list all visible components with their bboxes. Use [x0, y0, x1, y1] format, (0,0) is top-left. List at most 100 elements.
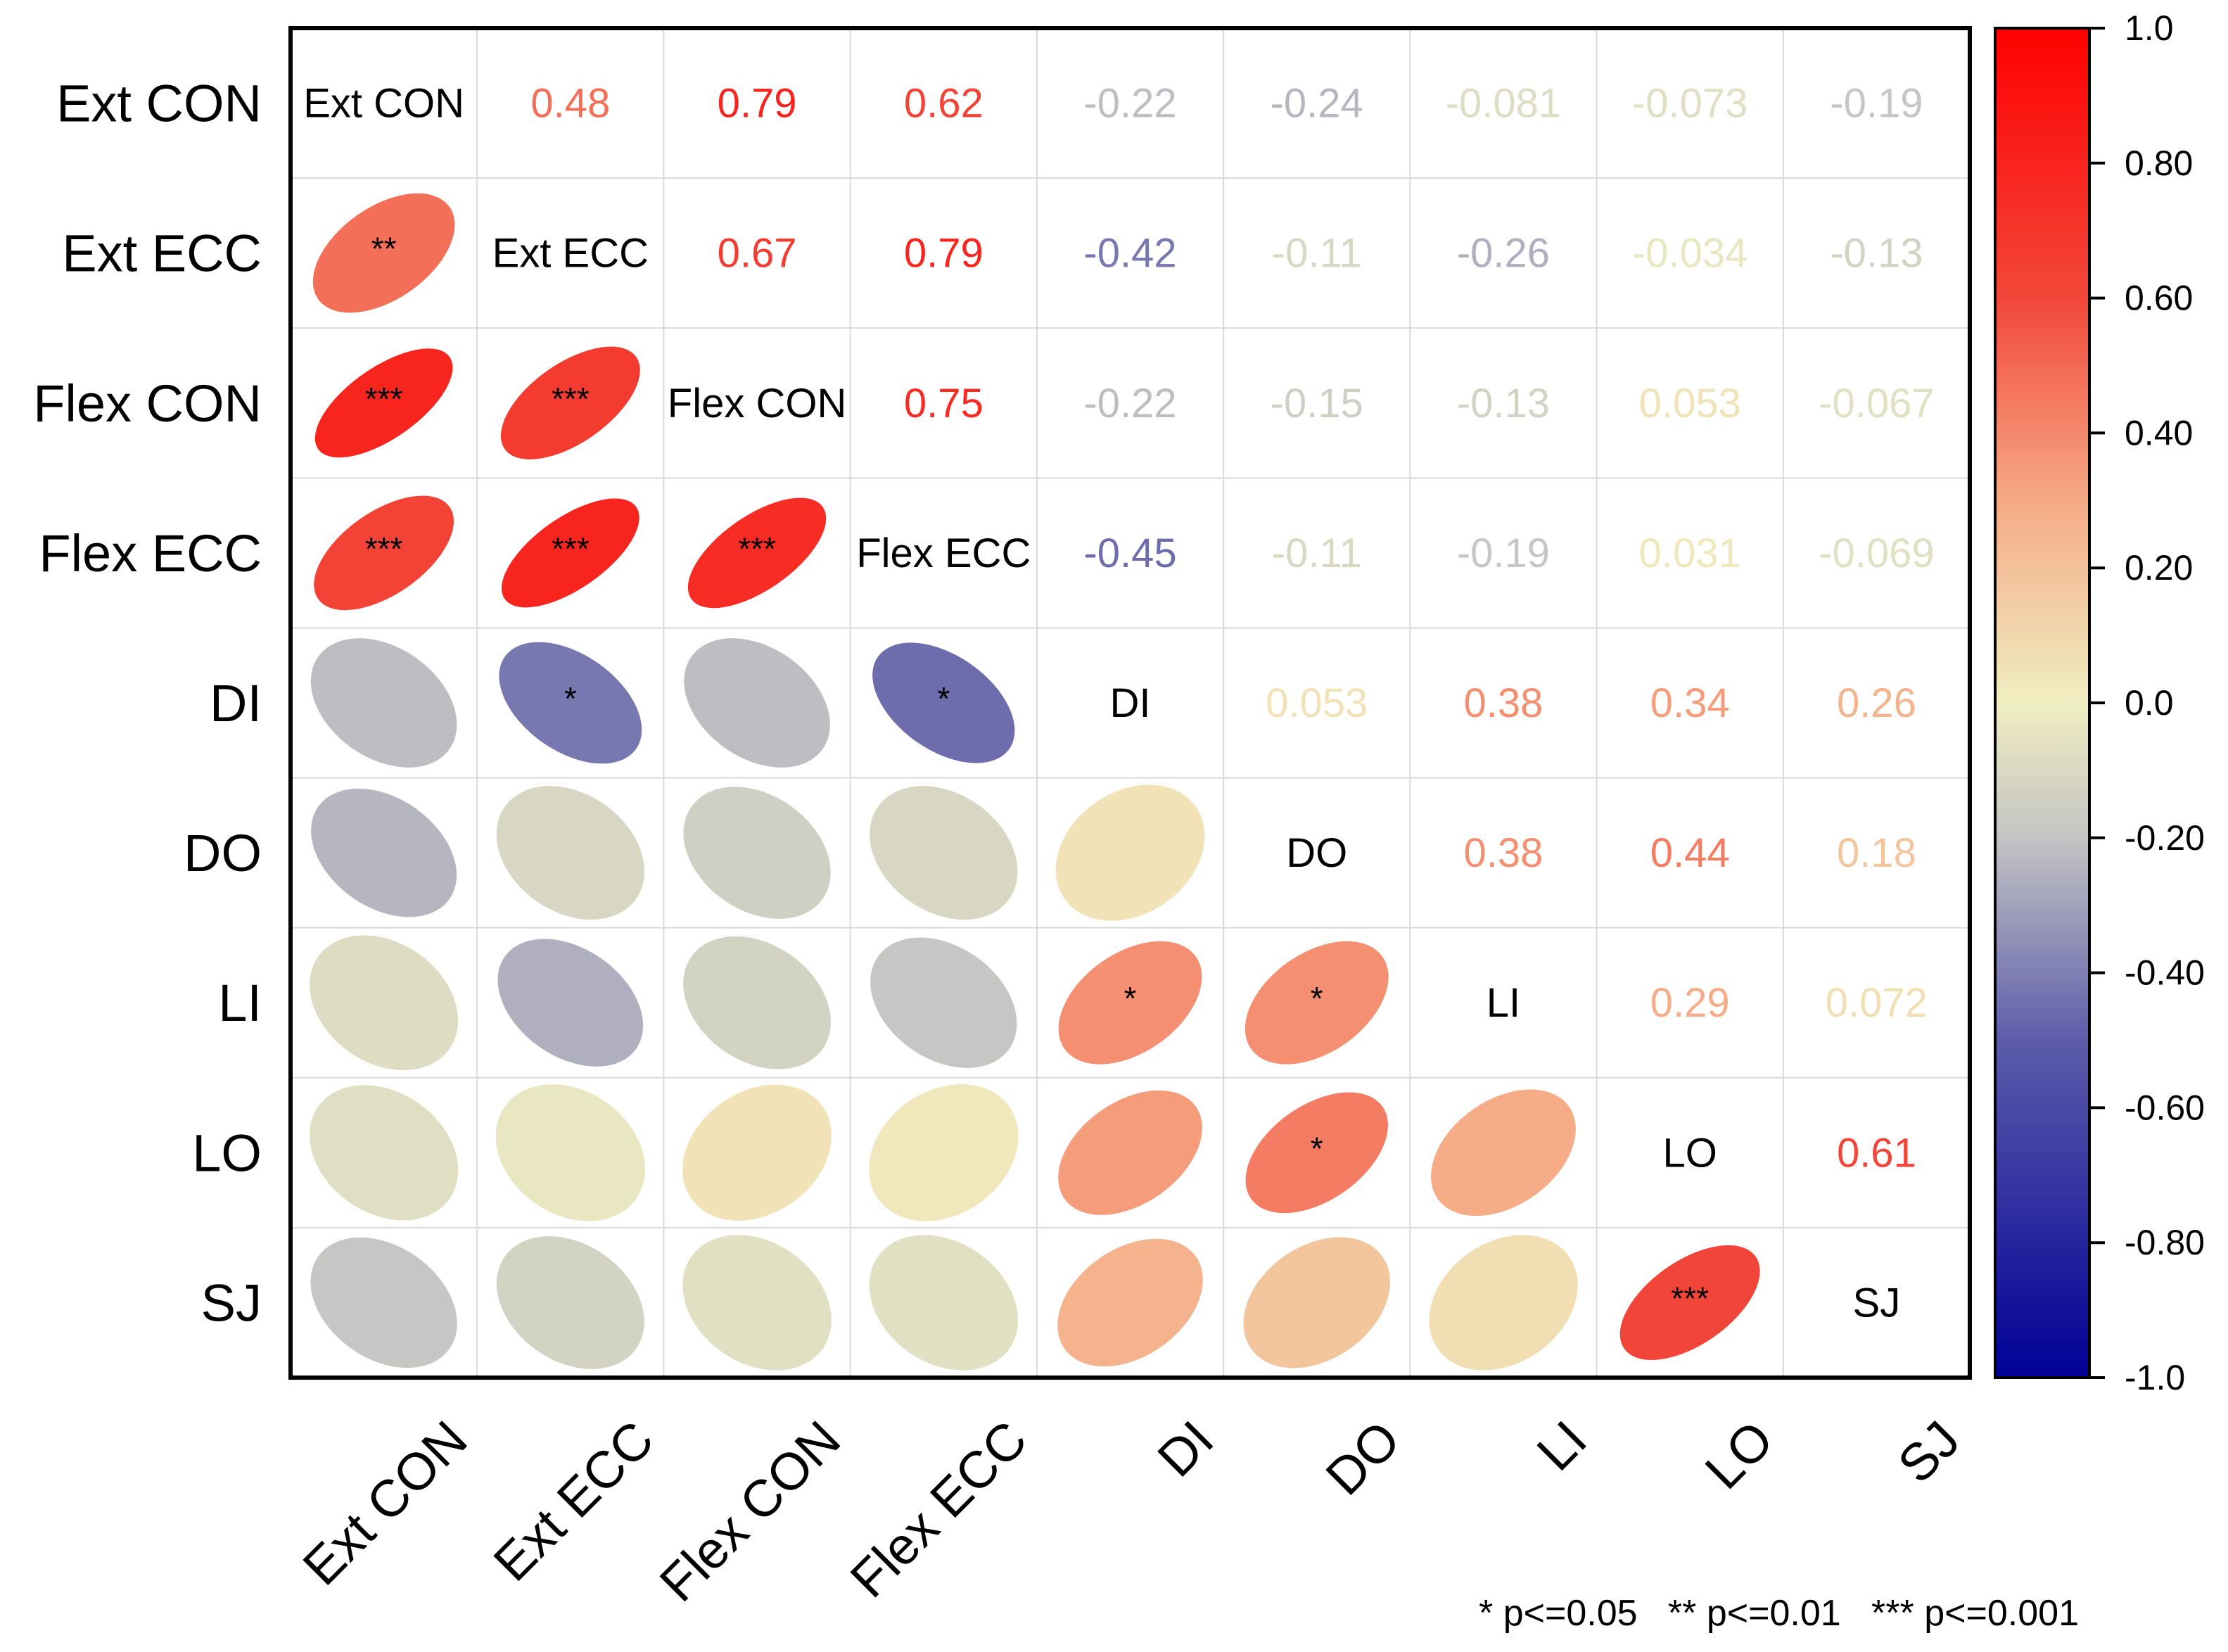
significance-mark: *** — [738, 530, 776, 567]
correlation-value: -0.11 — [1272, 231, 1362, 277]
significance-mark: *** — [552, 381, 590, 417]
colorbar-tick-label: -0.20 — [2125, 818, 2205, 858]
significance-mark: *** — [1671, 1280, 1709, 1316]
correlation-ellipse — [310, 935, 459, 1071]
diagonal-label-li: LI — [1487, 980, 1520, 1026]
significance-mark: * — [564, 680, 577, 717]
column-label-sj: SJ — [1887, 1410, 1971, 1494]
correlation-value: -0.069 — [1819, 530, 1934, 576]
row-labels: Ext CON Ext ECC Flex CON Flex ECC DI DO LI LO SJ — [33, 75, 262, 1333]
correlation-value: 0.031 — [1639, 530, 1741, 576]
correlation-value: 0.29 — [1650, 980, 1730, 1026]
diagonal-label-do: DO — [1286, 830, 1347, 876]
row-label-lo: LO — [192, 1124, 262, 1182]
correlation-ellipse — [495, 1084, 645, 1221]
correlation-value: -0.067 — [1819, 381, 1934, 426]
column-label-do: DO — [1315, 1410, 1411, 1506]
row-label-flex-con: Flex CON — [33, 374, 262, 433]
correlation-ellipse — [496, 1236, 644, 1369]
correlation-ellipse — [687, 497, 827, 609]
correlation-value: 0.053 — [1639, 381, 1741, 426]
correlation-ellipse — [309, 1085, 459, 1221]
significance-mark: * — [1124, 980, 1137, 1017]
correlation-ellipse — [870, 937, 1017, 1068]
column-label-li: LI — [1526, 1410, 1598, 1482]
correlation-ellipse — [1619, 1245, 1760, 1361]
colorbar-gradient — [1994, 27, 2091, 1379]
significance-mark: *** — [552, 530, 590, 567]
row-label-flex-ecc: Flex ECC — [39, 524, 262, 583]
column-label-di: DI — [1147, 1410, 1225, 1488]
significance-legend: * p<=0.05 ** p<=0.01 *** p<=0.001 — [1479, 1593, 2079, 1634]
colorbar-tick-label: 0.0 — [2125, 683, 2174, 723]
correlation-value: -0.42 — [1083, 231, 1176, 277]
correlation-ellipse — [314, 495, 454, 611]
row-label-do: DO — [184, 824, 262, 882]
correlation-ellipse — [500, 346, 640, 459]
correlation-value: -0.22 — [1083, 381, 1176, 426]
correlation-ellipse — [310, 638, 457, 768]
correlation-ellipse — [1431, 1089, 1576, 1216]
correlation-value: 0.44 — [1650, 830, 1730, 876]
row-label-di: DI — [210, 674, 262, 732]
correlation-value: -0.24 — [1271, 81, 1363, 127]
correlation-value: 0.053 — [1266, 680, 1368, 726]
correlation-value: 0.61 — [1837, 1130, 1916, 1176]
row-label-li: LI — [218, 974, 262, 1032]
significance-mark: * — [1311, 1130, 1323, 1167]
column-label-flex-con: Flex CON — [649, 1410, 851, 1613]
correlation-value: -0.15 — [1271, 381, 1363, 426]
correlation-ellipse — [311, 788, 457, 917]
colorbar-tick-label: 0.80 — [2125, 144, 2193, 183]
colorbar-tick-label: 0.40 — [2125, 413, 2193, 452]
correlation-ellipse — [1055, 784, 1205, 921]
column-label-lo: LO — [1694, 1410, 1784, 1500]
column-label-flex-ecc: Flex ECC — [839, 1410, 1038, 1609]
correlation-value: -0.45 — [1083, 530, 1176, 576]
correlation-ellipse — [1058, 1090, 1202, 1215]
significance-mark: * — [1311, 980, 1323, 1017]
row-label-ext-ecc: Ext ECC — [62, 224, 262, 283]
correlation-value: 0.34 — [1650, 680, 1730, 726]
correlation-ellipse — [872, 642, 1015, 763]
correlation-value: 0.67 — [718, 231, 797, 277]
colorbar-tick-label: -0.60 — [2125, 1088, 2205, 1127]
correlation-ellipse — [314, 348, 453, 458]
correlation-ellipse — [1058, 941, 1202, 1065]
significance-mark: *** — [365, 381, 403, 417]
correlation-ellipse — [682, 1084, 832, 1221]
correlation-value: -0.034 — [1632, 231, 1748, 277]
correlation-ellipse — [1243, 1237, 1390, 1368]
significance-mark: * — [937, 680, 950, 717]
correlation-value: 0.75 — [904, 381, 983, 426]
correlation-ellipse — [1429, 1235, 1578, 1371]
correlation-ellipse — [499, 642, 642, 764]
diagonal-label-flex-con: Flex CON — [668, 381, 847, 426]
correlation-value: 0.18 — [1837, 830, 1916, 876]
correlation-ellipse — [683, 787, 831, 919]
correlation-value: 0.79 — [904, 231, 983, 277]
colorbar: 1.0 0.80 0.60 0.40 0.20 0.0 -0.20 -0.40 -0.60 -0.… — [1994, 8, 2205, 1397]
significance-mark: *** — [365, 530, 403, 567]
row-label-sj: SJ — [201, 1273, 262, 1332]
diagonal-label-ext-ecc: Ext ECC — [492, 231, 649, 277]
correlation-ellipse — [683, 936, 831, 1069]
correlation-value: 0.38 — [1463, 830, 1543, 876]
diagonal-label-lo: LO — [1662, 1130, 1717, 1176]
colorbar-tick-label: 0.20 — [2125, 548, 2193, 587]
matrix-cells: Ext CON 0.48 0.79 0.62 -0.22 -0.24 -0.081 -0.07… — [303, 81, 1935, 1371]
correlation-value: -0.19 — [1830, 81, 1923, 127]
diagonal-label-flex-ecc: Flex ECC — [856, 530, 1031, 576]
correlation-ellipse — [310, 1237, 457, 1368]
row-label-ext-con: Ext CON — [56, 75, 262, 133]
correlation-ellipse — [684, 638, 830, 768]
column-label-ext-ecc: Ext ECC — [483, 1410, 665, 1592]
correlation-ellipse — [682, 1235, 832, 1371]
colorbar-tick-label: -0.80 — [2125, 1223, 2205, 1262]
correlation-ellipse — [497, 939, 644, 1067]
correlation-value: 0.79 — [718, 81, 797, 127]
correlation-value: 0.48 — [530, 81, 610, 127]
correlation-value: -0.073 — [1632, 81, 1748, 127]
correlation-value: -0.22 — [1083, 81, 1176, 127]
